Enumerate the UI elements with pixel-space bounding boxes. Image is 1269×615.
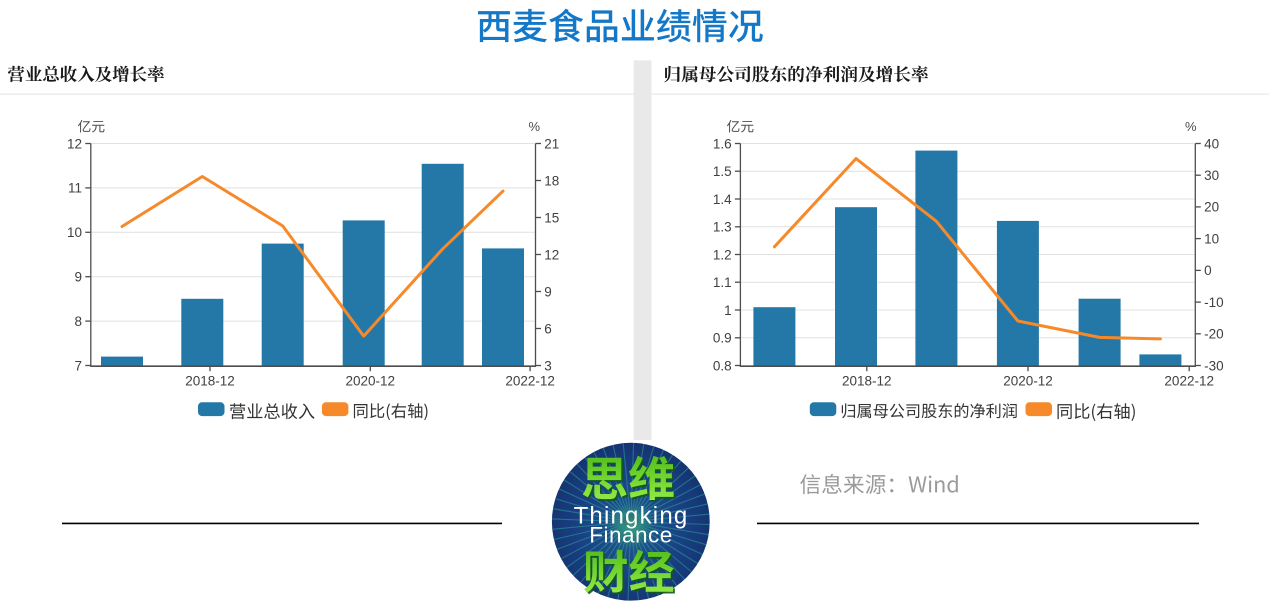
svg-text:1: 1 (724, 303, 732, 318)
svg-text:9: 9 (544, 284, 552, 299)
svg-text:18: 18 (544, 173, 559, 188)
svg-text:1.6: 1.6 (713, 136, 732, 151)
svg-text:8: 8 (74, 314, 82, 329)
svg-text:2020-12: 2020-12 (346, 374, 396, 389)
svg-text:-10: -10 (1204, 295, 1224, 310)
svg-text:7: 7 (74, 358, 82, 373)
svg-text:12: 12 (544, 247, 559, 262)
svg-text:15: 15 (544, 210, 559, 225)
svg-text:20: 20 (1204, 200, 1219, 215)
svg-text:Thingking: Thingking (574, 503, 689, 530)
svg-text:10: 10 (1204, 231, 1219, 246)
svg-text:0: 0 (1204, 263, 1212, 278)
svg-text:1.3: 1.3 (713, 220, 732, 235)
svg-text:10: 10 (67, 225, 82, 240)
svg-text:%: % (1185, 119, 1197, 134)
svg-text:%: % (528, 119, 540, 134)
svg-text:11: 11 (68, 181, 82, 196)
svg-text:0.9: 0.9 (713, 331, 732, 346)
svg-text:1.5: 1.5 (713, 164, 732, 179)
svg-text:1.4: 1.4 (713, 192, 732, 207)
svg-text:1.2: 1.2 (713, 247, 732, 262)
svg-text:2022-12: 2022-12 (505, 374, 555, 389)
svg-text:6: 6 (544, 321, 552, 336)
svg-text:3: 3 (544, 358, 552, 373)
svg-text:12: 12 (67, 136, 82, 151)
svg-text:-20: -20 (1204, 327, 1224, 342)
svg-text:2020-12: 2020-12 (1003, 374, 1053, 389)
svg-text:Finance: Finance (589, 523, 673, 548)
svg-text:-30: -30 (1204, 358, 1224, 373)
svg-text:1.1: 1.1 (713, 275, 732, 290)
svg-text:30: 30 (1204, 168, 1219, 183)
svg-text:21: 21 (544, 136, 559, 151)
svg-text:2018-12: 2018-12 (185, 374, 235, 389)
svg-text:40: 40 (1204, 136, 1219, 151)
svg-text:2022-12: 2022-12 (1164, 374, 1214, 389)
svg-text:9: 9 (74, 270, 82, 285)
svg-text:0.8: 0.8 (713, 358, 732, 373)
svg-text:2018-12: 2018-12 (842, 374, 892, 389)
